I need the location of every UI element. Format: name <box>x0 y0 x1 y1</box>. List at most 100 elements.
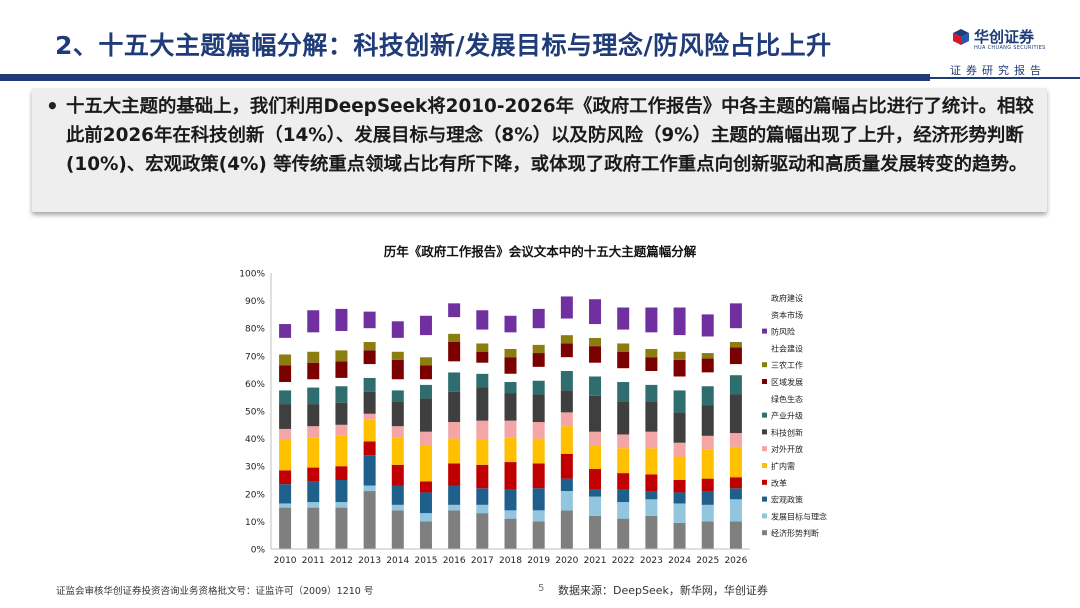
bar-segment <box>476 513 489 549</box>
bar-segment <box>476 439 489 465</box>
y-tick-label: 70% <box>245 352 265 362</box>
bar-segment <box>448 485 461 505</box>
bar-segment <box>504 373 517 383</box>
legend-swatch <box>762 412 767 418</box>
y-tick-label: 50% <box>245 408 265 418</box>
bar-segment <box>645 348 658 358</box>
bar-segment <box>279 390 292 405</box>
report-tagline: 证券研究报告 <box>950 64 1046 77</box>
bar-segment <box>363 441 376 456</box>
bar-segment <box>701 358 714 373</box>
bar-segment <box>307 502 320 508</box>
bar-segment <box>589 496 602 516</box>
license-note: 证监会审核华创证券投资咨询业务资格批文号：证监许可（2009）1210 号 <box>56 586 374 597</box>
bar-segment <box>279 484 292 504</box>
bar-segment <box>391 504 404 511</box>
bar-segment <box>532 366 545 381</box>
bar-segment <box>673 351 686 360</box>
bar-segment <box>476 310 489 330</box>
bar-segment <box>391 390 404 402</box>
bar-segment <box>701 405 714 436</box>
legend-swatch <box>762 362 767 368</box>
bar-segment <box>335 502 348 508</box>
legend-label: 区域发展 <box>771 377 803 387</box>
bar-segment <box>673 503 686 523</box>
bar-segment <box>279 503 292 508</box>
bar-segment <box>419 379 432 385</box>
bar-segment <box>532 438 545 464</box>
bar-segment <box>617 343 630 352</box>
bar-segment <box>673 335 686 352</box>
bar-segment <box>391 464 404 486</box>
y-tick-label: 20% <box>245 490 265 500</box>
bar-segment <box>560 412 573 427</box>
legend-swatch <box>762 463 767 468</box>
bar-segment <box>532 488 545 511</box>
bar-segment <box>701 372 714 387</box>
bar-segment <box>729 477 742 489</box>
bar-segment <box>335 507 348 549</box>
bar-segment <box>476 420 489 440</box>
bar-segment <box>504 518 517 549</box>
bar-segment <box>391 426 404 438</box>
bar-segment <box>307 437 320 468</box>
bar-segment <box>363 311 376 329</box>
bar-segment <box>729 375 742 395</box>
bar-segment <box>504 489 517 511</box>
legend-swatch <box>762 446 767 452</box>
bar-segment <box>729 347 742 365</box>
bar-segment <box>617 489 630 503</box>
bar-segment <box>279 428 292 440</box>
bar-segment <box>363 485 376 492</box>
bar-segment <box>307 481 320 503</box>
bar-segment <box>391 351 404 360</box>
x-tick-label: 2016 <box>443 556 466 566</box>
legend-swatch <box>762 496 767 502</box>
bar-segment <box>279 382 292 391</box>
bar-segment <box>504 393 517 421</box>
bar-segment <box>673 442 686 457</box>
bar-segment <box>645 515 658 549</box>
x-tick-label: 2010 <box>274 556 297 566</box>
bar-segment <box>560 370 573 391</box>
bar-segment <box>617 307 630 330</box>
bar-segment <box>391 337 404 352</box>
bar-segment <box>391 321 404 338</box>
bar-segment <box>279 404 292 429</box>
bar-segment <box>335 466 348 480</box>
bar-segment <box>476 387 489 421</box>
bar-segment <box>448 342 461 362</box>
header-rule-thin <box>930 77 1080 79</box>
bar-segment <box>419 335 432 358</box>
bar-segment <box>673 307 686 336</box>
y-tick-label: 30% <box>245 463 265 473</box>
bar-segment <box>701 336 714 354</box>
bar-segment <box>504 315 517 333</box>
bar-segment <box>701 491 714 505</box>
bar-segment <box>363 342 376 351</box>
bar-segment <box>476 351 489 363</box>
bar-segment <box>391 485 404 505</box>
bar-segment <box>391 437 404 465</box>
bar-segment <box>617 448 630 474</box>
bar-segment <box>307 507 320 549</box>
bar-segment <box>589 346 602 363</box>
bar-segment <box>307 362 320 380</box>
y-tick-label: 60% <box>245 380 265 390</box>
legend-swatch <box>762 513 767 519</box>
bar-segment <box>504 437 517 463</box>
bar-segment <box>419 384 432 399</box>
bar-segment <box>307 351 320 363</box>
bar-segment <box>645 431 658 449</box>
bar-segment <box>448 372 461 392</box>
bar-segment <box>335 330 348 351</box>
x-tick-label: 2018 <box>499 556 522 566</box>
bar-segment <box>279 507 292 549</box>
page-title: 2、十五大主题篇幅分解：科技创新/发展目标与理念/防风险占比上升 <box>55 31 832 60</box>
bar-segment <box>532 328 545 345</box>
company-logo: 华创证券 HUA CHUANG SECURITIES <box>950 26 1060 66</box>
bar-segment <box>363 419 376 442</box>
bar-segment <box>335 350 348 362</box>
bar-segment <box>589 376 602 396</box>
bar-segment <box>617 502 630 519</box>
